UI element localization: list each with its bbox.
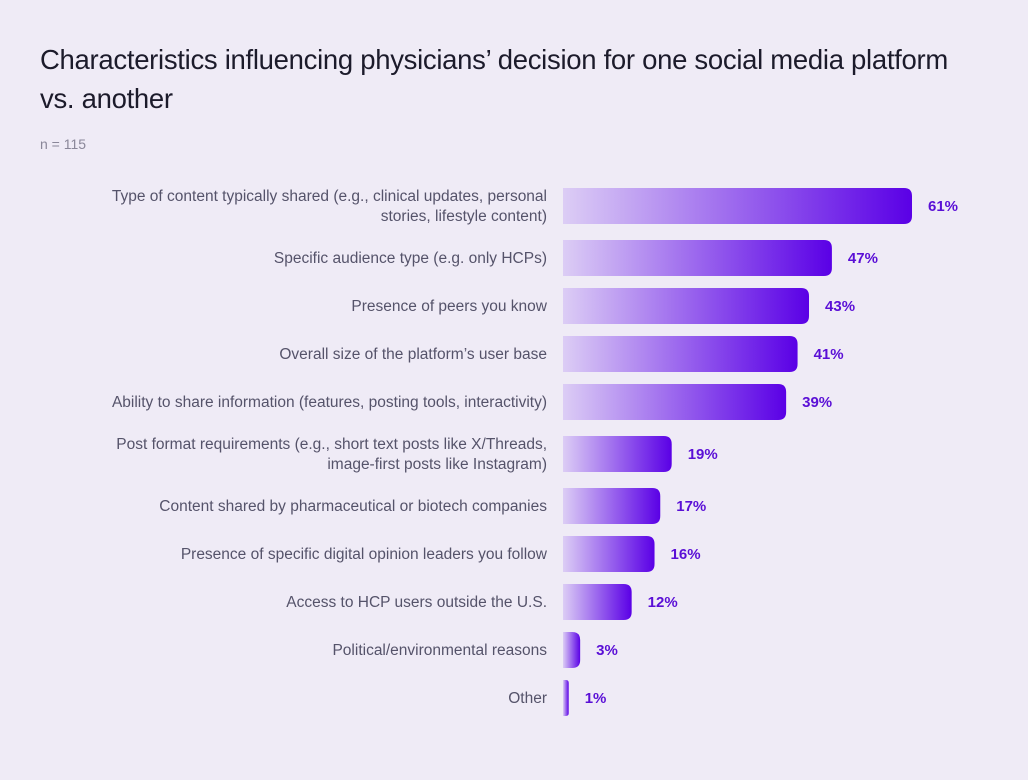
category-label-line: Content shared by pharmaceutical or biot…: [159, 498, 547, 515]
bar: [563, 436, 672, 472]
category-label-line: Political/environmental reasons: [332, 642, 547, 659]
category-label: Other: [508, 690, 547, 707]
bar: [563, 584, 632, 620]
value-label: 3%: [596, 642, 618, 659]
category-label: Political/environmental reasons: [332, 642, 547, 659]
bar: [563, 384, 787, 420]
category-label-line: Overall size of the platform’s user base: [279, 346, 547, 363]
category-label: Ability to share information (features, …: [112, 394, 547, 411]
category-label-line: Ability to share information (features, …: [112, 394, 547, 411]
category-label-line: Presence of peers you know: [351, 298, 547, 315]
category-label: Overall size of the platform’s user base: [279, 346, 547, 363]
bar: [563, 240, 832, 276]
category-label-line: Access to HCP users outside the U.S.: [286, 594, 547, 611]
chart-title: Characteristics influencing physicians’ …: [40, 44, 948, 114]
category-label-line: stories, lifestyle content): [381, 208, 547, 225]
value-label: 41%: [814, 346, 844, 363]
value-label: 19%: [688, 446, 718, 463]
bar: [563, 632, 581, 668]
bar: [563, 288, 810, 324]
bar: [563, 188, 912, 224]
category-label-line: Presence of specific digital opinion lea…: [181, 546, 548, 563]
category-label: Content shared by pharmaceutical or biot…: [159, 498, 547, 515]
bar: [563, 488, 661, 524]
value-label: 16%: [671, 546, 701, 563]
category-label-line: Type of content typically shared (e.g., …: [112, 188, 547, 205]
category-label: Presence of specific digital opinion lea…: [181, 546, 548, 563]
value-label: 47%: [848, 250, 878, 267]
bar: [563, 336, 798, 372]
category-label-line: image-first posts like Instagram): [327, 456, 547, 473]
value-label: 61%: [928, 198, 958, 215]
category-label: Presence of peers you know: [351, 298, 547, 315]
sample-size-note: n = 115: [40, 136, 87, 152]
category-label-line: Specific audience type (e.g. only HCPs): [274, 250, 547, 267]
category-label-line: Other: [508, 690, 547, 707]
bar: [563, 536, 655, 572]
category-label: Access to HCP users outside the U.S.: [286, 594, 547, 611]
value-label: 17%: [676, 498, 706, 515]
category-label: Type of content typically shared (e.g., …: [112, 188, 547, 225]
category-label: Post format requirements (e.g., short te…: [116, 436, 547, 473]
value-label: 39%: [802, 394, 832, 411]
bar: [563, 680, 569, 716]
category-label-line: Post format requirements (e.g., short te…: [116, 436, 547, 453]
value-label: 1%: [585, 690, 607, 707]
value-label: 43%: [825, 298, 855, 315]
value-label: 12%: [648, 594, 678, 611]
category-label: Specific audience type (e.g. only HCPs): [274, 250, 547, 267]
